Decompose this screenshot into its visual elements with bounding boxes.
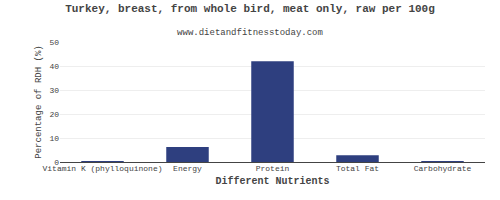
svg-text:Different Nutrients: Different Nutrients [215,176,329,187]
svg-text:Total Fat: Total Fat [336,164,379,173]
svg-text:40: 40 [49,62,59,71]
svg-text:0: 0 [54,158,59,167]
svg-text:50: 50 [49,38,59,47]
svg-text:Percentage of RDH (%): Percentage of RDH (%) [34,45,44,158]
svg-text:10: 10 [49,134,59,143]
svg-text:Vitamin K (phylloquinone): Vitamin K (phylloquinone) [42,164,162,173]
svg-text:Energy: Energy [173,164,202,173]
svg-text:Turkey, breast, from whole bir: Turkey, breast, from whole bird, meat on… [65,3,435,15]
svg-text:www.dietandfitnesstoday.com: www.dietandfitnesstoday.com [177,28,323,38]
svg-text:30: 30 [49,86,59,95]
svg-text:20: 20 [49,110,59,119]
svg-text:Protein: Protein [256,164,290,173]
svg-text:Carbohydrate: Carbohydrate [414,164,472,173]
